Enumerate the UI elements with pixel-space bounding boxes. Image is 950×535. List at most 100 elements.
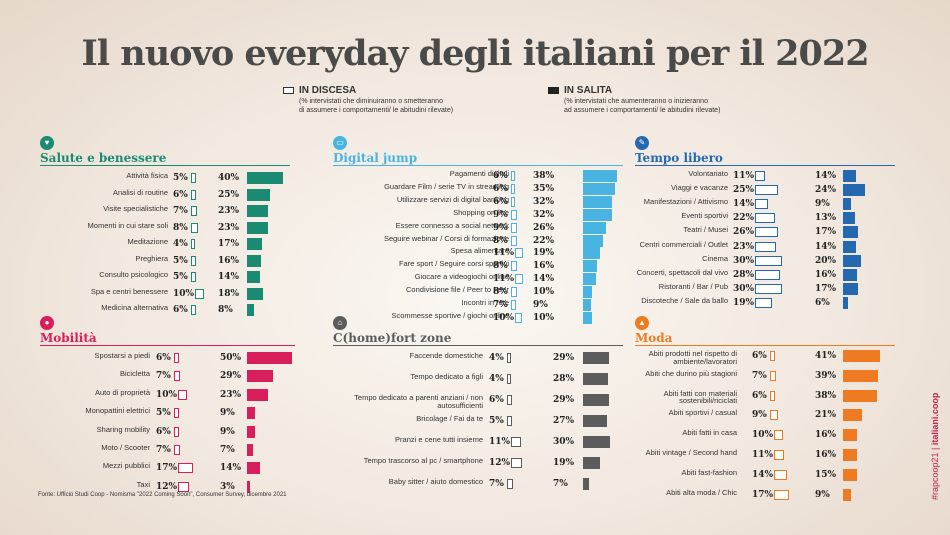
category-label: Attività fisica [126, 171, 168, 180]
up-value-label: 21% [815, 410, 837, 421]
up-bar [843, 198, 852, 211]
chart-row: Giocare a videogiochi online 11% 14% [333, 273, 623, 286]
down-value-label: 4% [489, 353, 504, 363]
category-label: Visite specialistiche [103, 204, 168, 213]
down-value-label: 9% [493, 222, 508, 233]
panel-title: Moda [635, 331, 673, 345]
up-value-label: 22% [533, 235, 555, 246]
up-value-label: 13% [815, 213, 837, 224]
panel-title: C(home)fort zone [333, 331, 452, 345]
up-bar [583, 311, 592, 324]
down-bar [774, 469, 787, 480]
hashtag: #rapcoop21 [930, 452, 940, 500]
up-bar [843, 254, 861, 267]
up-bar [583, 394, 610, 406]
up-bar [583, 234, 603, 247]
down-bar [178, 389, 187, 400]
up-value-label: 26% [533, 222, 555, 233]
up-value-label: 30% [553, 437, 575, 447]
up-bar [247, 407, 256, 420]
category-label: Auto di proprietà [94, 387, 150, 397]
category-label: Bicicletta [119, 369, 150, 379]
up-bar [583, 478, 590, 490]
down-value-label: 26% [733, 227, 755, 238]
down-bar [191, 189, 197, 200]
category-label: Concerti, spettacoli dal vivo [636, 267, 728, 277]
category-label: Volontariato [688, 169, 728, 178]
up-bar [843, 429, 858, 442]
down-value-label: 11% [493, 274, 515, 285]
chart-row: Teatri / Musei 26% 17% [635, 226, 895, 239]
down-bar [178, 481, 189, 492]
up-bar [843, 389, 878, 402]
up-bar [843, 468, 857, 481]
category-label: Centri commerciali / Outlet [639, 239, 728, 249]
category-label: Fare sport / Seguire corsi sportivi [398, 259, 509, 269]
chart-row: Viaggi e vacanze 25% 24% [635, 184, 895, 197]
down-bar [191, 206, 198, 216]
down-bar [511, 437, 521, 447]
down-value-label: 7% [156, 445, 171, 455]
up-value-label: 38% [533, 171, 555, 181]
up-bar [583, 260, 598, 273]
up-bar [247, 254, 262, 267]
down-bar [755, 297, 773, 308]
down-value-label: 7% [156, 371, 171, 382]
category-label: Eventi sportivi [681, 211, 728, 221]
up-value-label: 16% [815, 269, 837, 280]
down-bar [191, 173, 196, 183]
chart-row: Abiti alta moda / Chic 17% 9% [635, 488, 895, 501]
up-value-label: 16% [815, 450, 837, 460]
down-bar [755, 241, 776, 252]
panel-header: ♥ Salute e benessere [40, 136, 166, 168]
down-value-label: 17% [156, 463, 178, 474]
down-value-label: 17% [752, 489, 774, 500]
down-value-label: 6% [752, 390, 767, 401]
up-bar [843, 226, 859, 239]
down-value-label: 5% [173, 272, 188, 282]
source-note: Fonte: Ufficio Studi Coop - Nomisma "202… [38, 492, 287, 498]
up-bar [247, 425, 256, 438]
down-value-label: 8% [173, 222, 188, 233]
chart-row: Cinema 30% 20% [635, 254, 895, 267]
down-value-label: 22% [733, 213, 755, 224]
chart-row: Shopping on line 9% 32% [333, 208, 623, 221]
chart-row: Momenti in cui stare soli 8% 23% [40, 221, 290, 234]
legend-up: IN SALITA (% intervistati che aumenteran… [548, 86, 720, 116]
down-value-label: 11% [752, 450, 774, 460]
up-bar [843, 369, 879, 382]
up-value-label: 50% [220, 353, 242, 363]
down-bar [511, 458, 522, 468]
down-value-label: 7% [752, 370, 767, 381]
down-value-label: 6% [752, 351, 767, 361]
up-bar [247, 304, 255, 316]
legend-up-note: ad assumere i comportamenti/ le abitudin… [564, 107, 721, 114]
down-bar [507, 416, 512, 426]
up-value-label: 29% [220, 371, 242, 382]
down-bar [507, 374, 511, 384]
down-bar [174, 353, 180, 363]
down-bar [178, 463, 194, 474]
chart-row: Tempo trascorso al pc / smartphone 12% 19% [333, 457, 623, 469]
chart-row: Eventi sportivi 22% 13% [635, 211, 895, 225]
up-value-label: 17% [815, 283, 837, 294]
panel-title: Tempo libero [635, 151, 723, 165]
chart-row: Faccende domestiche 4% 29% [333, 352, 623, 364]
category-label: Monopattini elettrici [85, 406, 150, 416]
down-bar [191, 272, 196, 282]
legend-down: IN DISCESA (% intervistati che diminuira… [283, 86, 453, 116]
up-value-label: 40% [218, 173, 240, 183]
down-bar [770, 370, 777, 381]
panel-header: ✎ Tempo libero [635, 136, 723, 168]
down-value-label: 11% [489, 437, 511, 447]
up-bar [583, 373, 609, 385]
category-label: Essere connesso a social network [395, 220, 509, 230]
legend-down-swatch [283, 87, 294, 95]
chart-row: Consulto psicologico 5% 14% [40, 271, 290, 283]
down-value-label: 28% [733, 269, 755, 280]
up-bar [247, 370, 274, 383]
down-bar [507, 353, 511, 363]
up-value-label: 24% [815, 185, 837, 196]
side-tag: #rapcoop21 | italiani.coop [930, 392, 940, 500]
down-value-label: 5% [156, 408, 171, 419]
